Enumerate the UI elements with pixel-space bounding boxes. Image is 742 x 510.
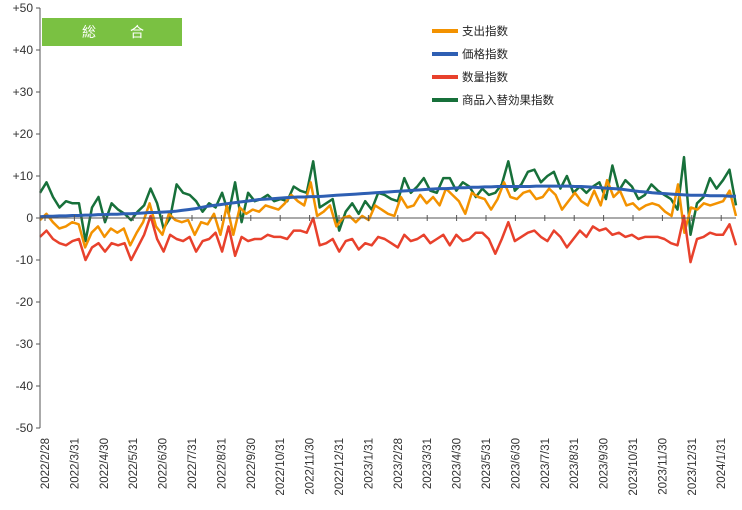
x-tick-label: 2023/10/31 <box>628 438 640 496</box>
series-line-0 <box>39 178 738 249</box>
y-tick-label: -50 <box>16 421 34 435</box>
y-tick-label: +30 <box>13 85 34 99</box>
series-line-1 <box>39 184 736 219</box>
legend-label: 支出指数 <box>462 24 508 38</box>
y-tick-label: -30 <box>16 337 34 351</box>
x-tick-label: 2022/3/31 <box>69 438 81 489</box>
y-tick-label: -40 <box>16 379 34 393</box>
plot-series-group <box>38 155 738 264</box>
y-tick-label: -20 <box>16 295 34 309</box>
x-tick-label: 2022/8/31 <box>216 438 228 489</box>
x-tick-label: 2023/12/31 <box>687 438 699 496</box>
title-background <box>42 18 182 46</box>
y-tick-label: +10 <box>13 169 34 183</box>
x-tick-label: 2023/1/31 <box>363 438 375 489</box>
x-tick-label: 2023/2/28 <box>393 438 405 489</box>
x-tick-label: 2022/10/31 <box>275 438 287 496</box>
legend-label: 価格指数 <box>462 47 508 61</box>
y-tick-label: -10 <box>16 253 34 267</box>
x-tick-label: 2022/2/28 <box>40 438 52 489</box>
x-tick-label: 2022/7/31 <box>187 438 199 489</box>
x-tick-label: 2022/12/31 <box>334 438 346 496</box>
series-line-2 <box>39 214 738 264</box>
legend-label: 数量指数 <box>462 70 508 84</box>
chart-title-box: 総 合 <box>42 18 182 46</box>
y-tick-label: +20 <box>13 127 34 141</box>
y-tick-label: +50 <box>13 1 34 15</box>
legend-label: 商品入替効果指数 <box>462 93 554 107</box>
x-tick-label: 2024/1/31 <box>716 438 728 489</box>
y-tick-label: +40 <box>13 43 34 57</box>
axes-group <box>39 8 736 428</box>
x-tick-label: 2022/11/30 <box>305 438 317 495</box>
x-tick-labels: 2022/2/28 2022/3/31 2022/4/30 2022/5/31 2022… <box>40 215 728 496</box>
series-line-3 <box>38 155 738 243</box>
x-tick-label: 2023/8/31 <box>569 438 581 489</box>
x-tick-label: 2023/5/31 <box>481 438 493 489</box>
x-tick-label: 2023/3/31 <box>422 438 434 489</box>
x-tick-label: 2023/9/30 <box>599 438 611 489</box>
x-tick-label: 2022/6/30 <box>158 438 170 489</box>
x-tick-label: 2023/7/31 <box>540 438 552 489</box>
x-tick-label: 2023/11/30 <box>657 438 669 495</box>
x-tick-label: 2023/6/30 <box>510 438 522 489</box>
y-tick-labels: +50 +40 +30 +20 +10 0 -10 -20 -30 -40 -50 <box>13 1 40 435</box>
y-tick-label: 0 <box>26 211 33 225</box>
x-tick-label: 2022/4/30 <box>99 438 111 489</box>
x-tick-label: 2022/9/30 <box>246 438 258 489</box>
chart-title: 総 合 <box>82 25 154 41</box>
x-tick-label: 2023/4/30 <box>452 438 464 489</box>
x-tick-label: 2022/5/31 <box>128 438 140 489</box>
